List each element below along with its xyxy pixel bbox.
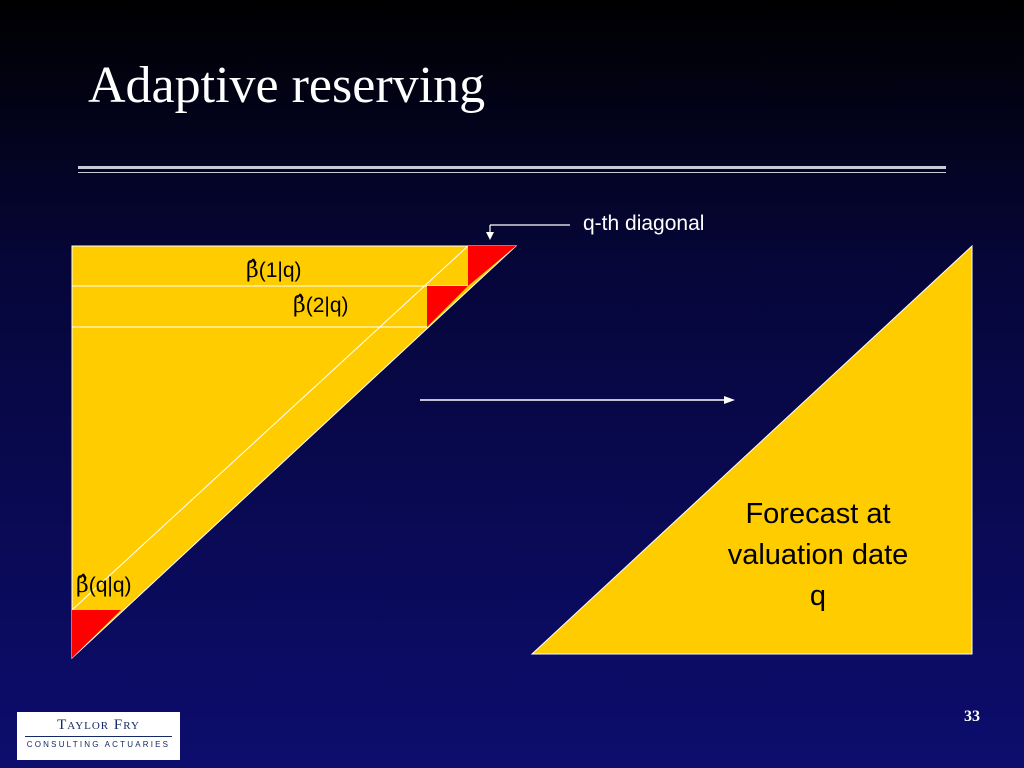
transition-arrowhead bbox=[724, 396, 735, 404]
beta-label-row-q: β̂(q|q) bbox=[76, 573, 132, 598]
inner-diagonal-line bbox=[71, 245, 469, 611]
forecast-text-line-3: q bbox=[810, 580, 826, 612]
past-data-triangle bbox=[71, 245, 518, 660]
forecast-text-line-2: valuation date bbox=[728, 539, 909, 571]
forecast-triangle bbox=[530, 244, 973, 655]
slide-title: Adaptive reserving bbox=[88, 57, 486, 114]
title-divider bbox=[78, 166, 946, 169]
diagonal-cell-row-q bbox=[72, 610, 121, 658]
logo-divider bbox=[25, 736, 172, 737]
diagonal-cell-row-1 bbox=[468, 246, 516, 286]
diagonal-cell-row-2 bbox=[427, 286, 468, 327]
forecast-text-line-1: Forecast at bbox=[745, 498, 890, 530]
taylor-fry-logo: Taylor Fry CONSULTING ACTUARIES bbox=[17, 712, 180, 760]
callout-arrowhead bbox=[486, 232, 494, 240]
logo-name: Taylor Fry bbox=[57, 717, 140, 733]
callout-label: q-th diagonal bbox=[583, 212, 704, 235]
logo-tagline: CONSULTING ACTUARIES bbox=[26, 740, 171, 749]
page-number: 33 bbox=[964, 708, 980, 725]
title-divider-thin bbox=[78, 172, 946, 173]
beta-label-row-2: β̂(2|q) bbox=[293, 293, 349, 318]
beta-label-row-1: β̂(1|q) bbox=[246, 258, 302, 283]
